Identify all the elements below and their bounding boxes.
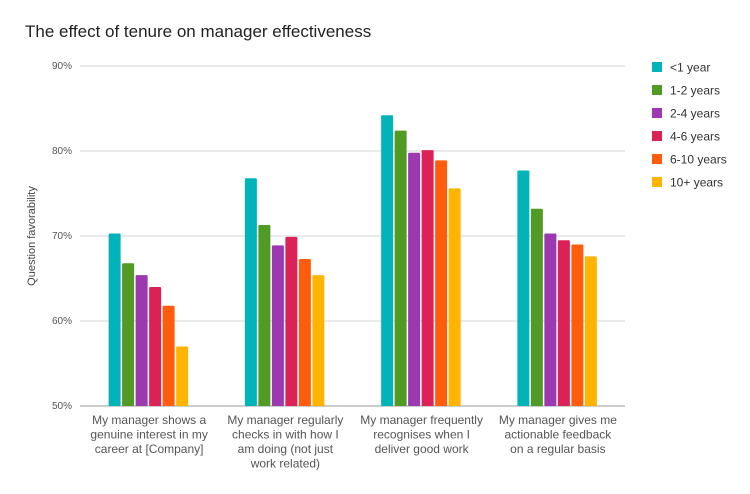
legend-label: 1-2 years (670, 84, 720, 98)
bar (571, 244, 584, 406)
bar (176, 346, 189, 406)
bar (584, 256, 597, 406)
legend-label: 2-4 years (670, 107, 720, 121)
bar (448, 188, 461, 406)
x-category-label: actionable feedback (505, 428, 613, 442)
x-category-label: My manager regularly (227, 413, 343, 427)
legend-swatch (652, 108, 662, 118)
bar (530, 208, 543, 406)
legend-swatch (652, 154, 662, 164)
x-category-label: genuine interest in my (90, 428, 207, 442)
legend-swatch (652, 62, 662, 72)
bar (135, 275, 148, 406)
y-tick-label: 80% (52, 146, 72, 157)
bar (162, 305, 175, 406)
legend-label: <1 year (670, 61, 710, 75)
x-category-label: My manager frequently (360, 413, 483, 427)
x-category-label: career at [Company] (95, 442, 204, 456)
bar (271, 245, 284, 406)
x-category-label: am doing (not just (238, 442, 334, 456)
y-tick-label: 60% (52, 316, 72, 327)
bar (108, 233, 121, 406)
legend-swatch (652, 85, 662, 95)
legend-label: 10+ years (670, 176, 723, 190)
bar (298, 258, 311, 406)
bar (244, 178, 257, 406)
x-category-label: My manager shows a (92, 413, 206, 427)
y-axis-label: Question favorability (26, 186, 38, 286)
x-category-label: deliver good work (375, 442, 470, 456)
legend-label: 4-6 years (670, 130, 720, 144)
x-category-label: work related) (250, 457, 320, 471)
y-tick-label: 70% (52, 231, 72, 242)
bar (381, 115, 394, 407)
bar (435, 160, 448, 406)
bar (421, 150, 434, 406)
bar (557, 240, 570, 406)
legend-label: 6-10 years (670, 153, 727, 167)
bar (285, 236, 298, 406)
x-category-label: checks in with how I (232, 428, 339, 442)
y-tick-label: 50% (52, 401, 72, 412)
bar (544, 233, 557, 406)
chart-title: The effect of tenure on manager effectiv… (25, 22, 372, 41)
legend-swatch (652, 177, 662, 187)
bar (312, 275, 325, 406)
y-tick-label: 90% (52, 61, 72, 72)
bar (394, 130, 407, 406)
legend-swatch (652, 131, 662, 141)
bar (408, 152, 421, 406)
bar (122, 263, 135, 406)
x-category-label: on a regular basis (510, 442, 605, 456)
bar (517, 170, 530, 406)
x-category-label: My manager gives me (499, 413, 617, 427)
x-category-label: recognises when I (373, 428, 470, 442)
bar (258, 224, 271, 406)
bar (149, 287, 162, 406)
